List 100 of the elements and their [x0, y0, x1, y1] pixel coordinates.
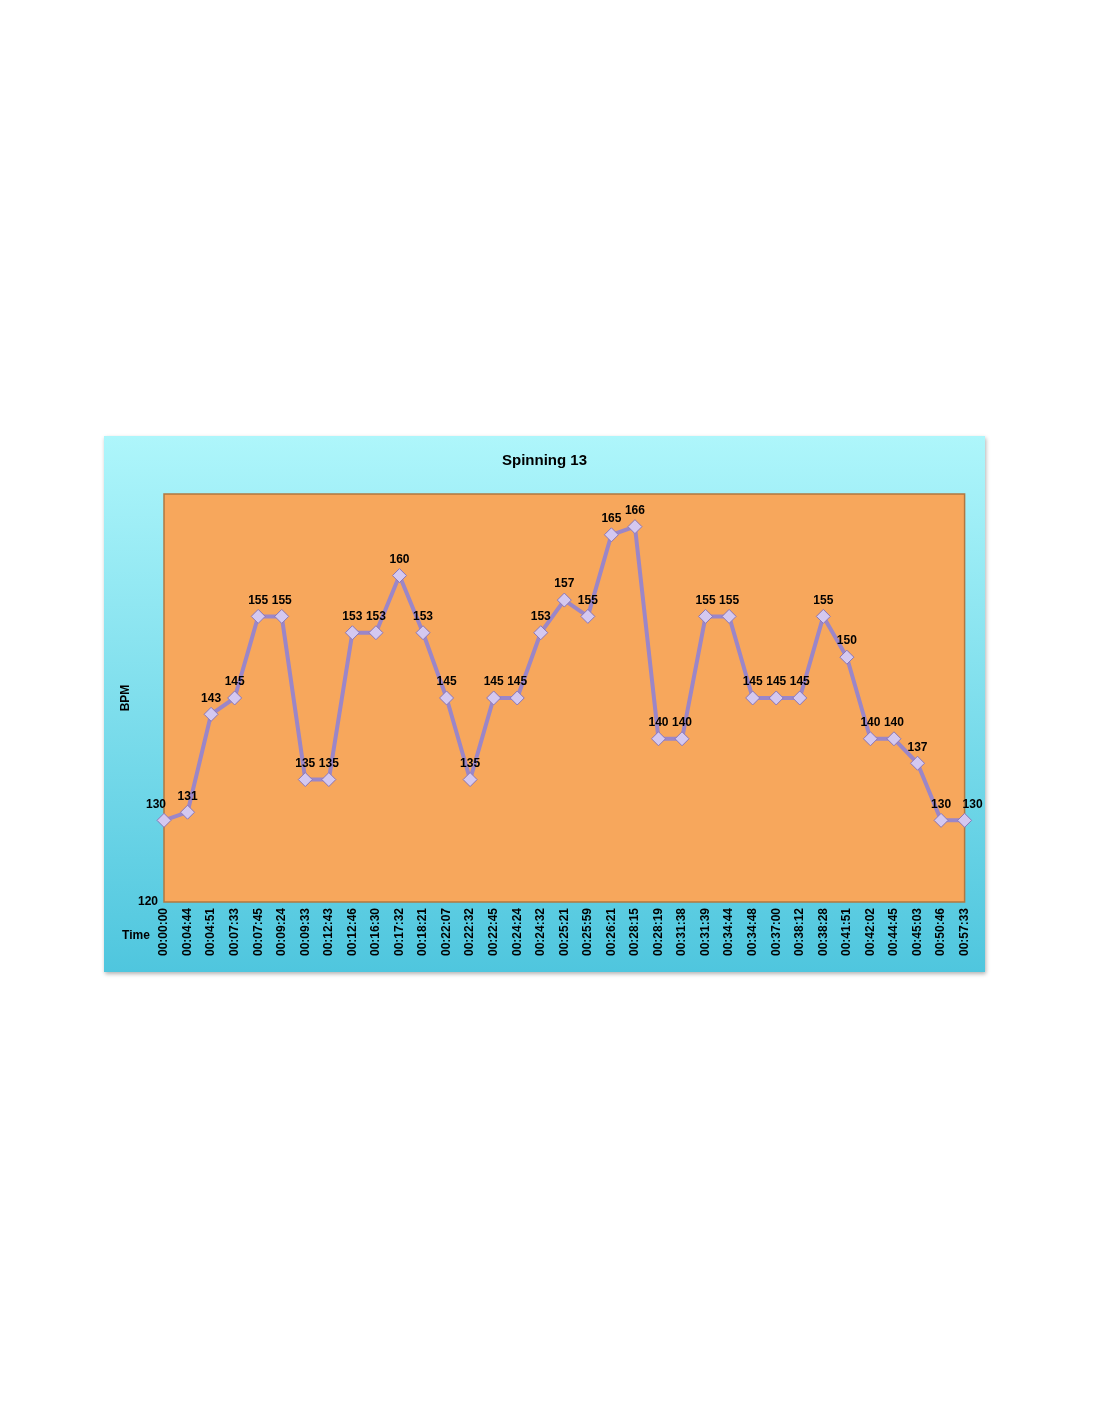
point [180, 804, 196, 820]
data-label: 131 [177, 788, 198, 803]
chart-title: Spinning 13 [501, 451, 588, 469]
point [933, 812, 949, 828]
data-label: 157 [554, 576, 575, 591]
data-label: 137 [907, 739, 928, 754]
point [368, 625, 384, 641]
y-axis-title: BPM [117, 684, 132, 712]
x-tick-label: 00:34:44 [721, 907, 736, 957]
x-tick-label: 00:07:33 [226, 907, 241, 957]
data-label: 155 [271, 592, 293, 607]
point [415, 625, 431, 641]
point [227, 690, 243, 706]
point [321, 772, 337, 788]
point [462, 772, 478, 788]
point [627, 519, 643, 535]
x-tick-label: 00:07:45 [250, 907, 265, 957]
data-label: 130 [931, 796, 952, 811]
x-tick-label: 00:41:51 [839, 907, 854, 957]
x-tick-label: 00:44:45 [886, 907, 901, 957]
x-tick-label: 00:09:24 [274, 907, 289, 957]
x-tick-label: 00:22:45 [485, 907, 500, 957]
data-label: 150 [836, 633, 858, 648]
point [580, 608, 596, 624]
x-tick-label: 00:38:28 [815, 907, 830, 957]
data-label: 155 [695, 592, 716, 607]
point [768, 690, 784, 706]
x-tick-label: 00:50:46 [933, 907, 948, 957]
data-label: 143 [201, 690, 222, 705]
x-tick-label: 00:38:12 [792, 907, 807, 957]
data-label: 145 [224, 674, 245, 689]
x-tick-label: 00:45:03 [909, 907, 924, 957]
point [957, 812, 973, 828]
point [886, 731, 902, 747]
x-tick-label: 00:25:59 [580, 907, 595, 957]
x-tick-label: 00:28:19 [650, 907, 665, 957]
point [745, 690, 761, 706]
x-tick-label: 00:25:21 [556, 907, 571, 957]
point [862, 731, 878, 747]
point [556, 592, 572, 608]
x-tick-label: 00:12:46 [344, 907, 359, 957]
x-tick-label: 00:09:33 [297, 907, 312, 957]
point [486, 690, 502, 706]
point [674, 731, 690, 747]
data-label: 153 [365, 609, 387, 624]
point [274, 608, 290, 624]
x-tick-label: 00:26:21 [603, 907, 618, 957]
x-tick-label: 00:12:43 [321, 907, 336, 957]
data-label: 155 [248, 592, 269, 607]
point [344, 625, 360, 641]
x-tick-label: 00:31:38 [674, 907, 689, 957]
point [203, 706, 219, 722]
data-label: 140 [648, 715, 669, 730]
data-label: 145 [507, 674, 528, 689]
data-label: 140 [860, 715, 881, 730]
data-label: 145 [483, 674, 504, 689]
data-label: 155 [577, 592, 599, 607]
x-tick-label: 00:00:00 [156, 907, 171, 957]
point [650, 731, 666, 747]
data-label: 166 [624, 502, 646, 517]
point [910, 755, 926, 771]
data-label: 155 [813, 592, 834, 607]
data-label: 145 [742, 674, 764, 689]
data-label: 153 [413, 609, 434, 624]
data-label: 165 [601, 511, 622, 526]
data-label: 145 [766, 674, 787, 689]
data-label: 153 [530, 609, 552, 624]
point [603, 527, 619, 543]
x-tick-label: 00:57:33 [956, 907, 971, 957]
x-tick-label: 00:22:32 [462, 907, 477, 957]
data-label: 135 [460, 755, 481, 770]
point [156, 812, 172, 828]
point [839, 649, 855, 665]
x-tick-label: 00:31:39 [697, 907, 712, 957]
data-label: 153 [342, 609, 363, 624]
point [509, 690, 525, 706]
point [533, 625, 549, 641]
data-label: 135 [318, 755, 340, 770]
data-label: 160 [389, 551, 410, 566]
x-tick-label: 00:34:48 [744, 907, 759, 957]
data-label: 145 [436, 674, 457, 689]
point [721, 608, 737, 624]
x-tick-label: 00:17:32 [391, 907, 406, 957]
x-axis-title: Time [122, 928, 151, 943]
data-label: 145 [789, 674, 811, 689]
data-label: 155 [719, 592, 740, 607]
x-tick-label: 00:18:21 [415, 907, 430, 957]
point [297, 772, 313, 788]
point [815, 608, 831, 624]
data-label: 135 [295, 755, 316, 770]
text: 120 [137, 894, 159, 909]
x-tick-label: 00:24:32 [533, 907, 548, 957]
x-tick-label: 00:37:00 [768, 907, 783, 957]
point [250, 608, 266, 624]
x-tick-label: 00:04:44 [179, 907, 194, 957]
x-tick-label: 00:04:51 [203, 907, 218, 957]
point [391, 568, 407, 584]
point [792, 690, 808, 706]
data-label: 140 [672, 715, 693, 730]
point [698, 608, 714, 624]
